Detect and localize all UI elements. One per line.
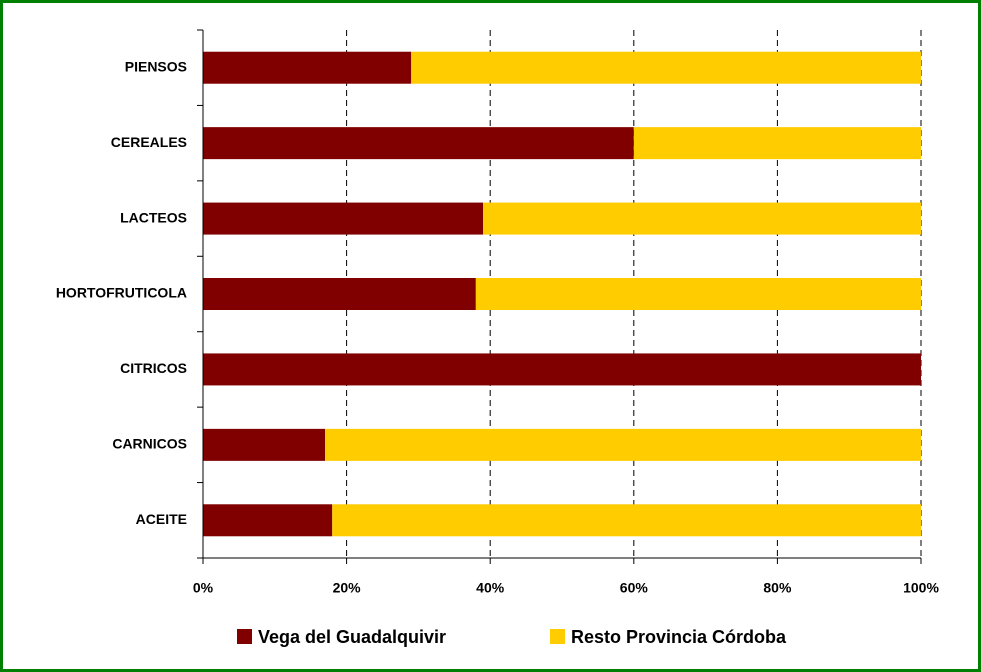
legend-label: Resto Provincia Córdoba bbox=[571, 627, 787, 647]
bar bbox=[203, 278, 476, 310]
bar bbox=[475, 278, 921, 310]
x-tick-label: 40% bbox=[476, 580, 505, 596]
y-tick-label: CITRICOS bbox=[120, 360, 187, 376]
y-tick-label: PIENSOS bbox=[125, 58, 187, 74]
bar bbox=[483, 202, 921, 235]
y-tick-label: CEREALES bbox=[111, 134, 187, 150]
y-tick-label: LACTEOS bbox=[120, 209, 187, 225]
legend-swatch bbox=[550, 629, 565, 644]
bar bbox=[203, 428, 326, 461]
legend-swatch bbox=[237, 629, 252, 644]
x-tick-label: 60% bbox=[620, 580, 649, 596]
x-tick-label: 80% bbox=[763, 580, 792, 596]
bar bbox=[411, 51, 921, 84]
y-tick-label: ACEITE bbox=[136, 511, 187, 527]
legend-label: Vega del Guadalquivir bbox=[258, 627, 446, 647]
y-tick-label: CARNICOS bbox=[112, 436, 187, 452]
bar bbox=[203, 127, 634, 160]
bar bbox=[203, 202, 484, 235]
bar bbox=[325, 428, 921, 461]
bar bbox=[332, 504, 921, 537]
bar bbox=[203, 353, 921, 386]
bar bbox=[633, 127, 921, 160]
x-tick-label: 100% bbox=[903, 580, 939, 596]
x-tick-label: 20% bbox=[333, 580, 362, 596]
x-tick-label: 0% bbox=[193, 580, 214, 596]
y-tick-label: HORTOFRUTICOLA bbox=[56, 285, 187, 301]
bar bbox=[203, 51, 412, 84]
bar bbox=[203, 504, 333, 537]
